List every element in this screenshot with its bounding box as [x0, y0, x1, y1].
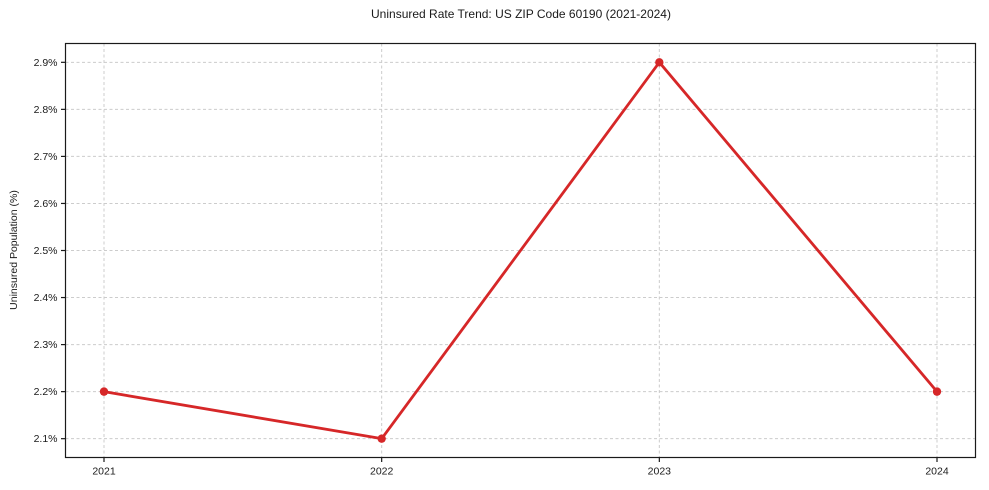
y-tick-label: 2.2% — [34, 386, 58, 398]
data-point-2022 — [377, 434, 386, 443]
y-tick-label: 2.8% — [34, 104, 58, 116]
y-tick-label: 2.3% — [34, 339, 58, 351]
y-tick-label: 2.9% — [34, 57, 58, 69]
y-tick-label: 2.5% — [34, 245, 58, 257]
chart-title: Uninsured Rate Trend: US ZIP Code 60190 … — [371, 7, 671, 21]
y-tick-label: 2.7% — [34, 151, 58, 163]
data-point-2024 — [932, 387, 942, 396]
data-point-2023 — [655, 58, 664, 67]
x-tick-label: 2022 — [370, 466, 394, 478]
x-tick-label: 2024 — [925, 466, 949, 478]
trend-line — [102, 60, 939, 441]
x-tick-label: 2023 — [648, 466, 672, 478]
y-tick-label: 2.4% — [34, 292, 58, 304]
y-tick-label: 2.1% — [34, 433, 58, 445]
data-point-2021 — [99, 387, 109, 396]
x-tick-label: 2021 — [92, 466, 116, 478]
y-tick-label: 2.6% — [34, 198, 58, 210]
